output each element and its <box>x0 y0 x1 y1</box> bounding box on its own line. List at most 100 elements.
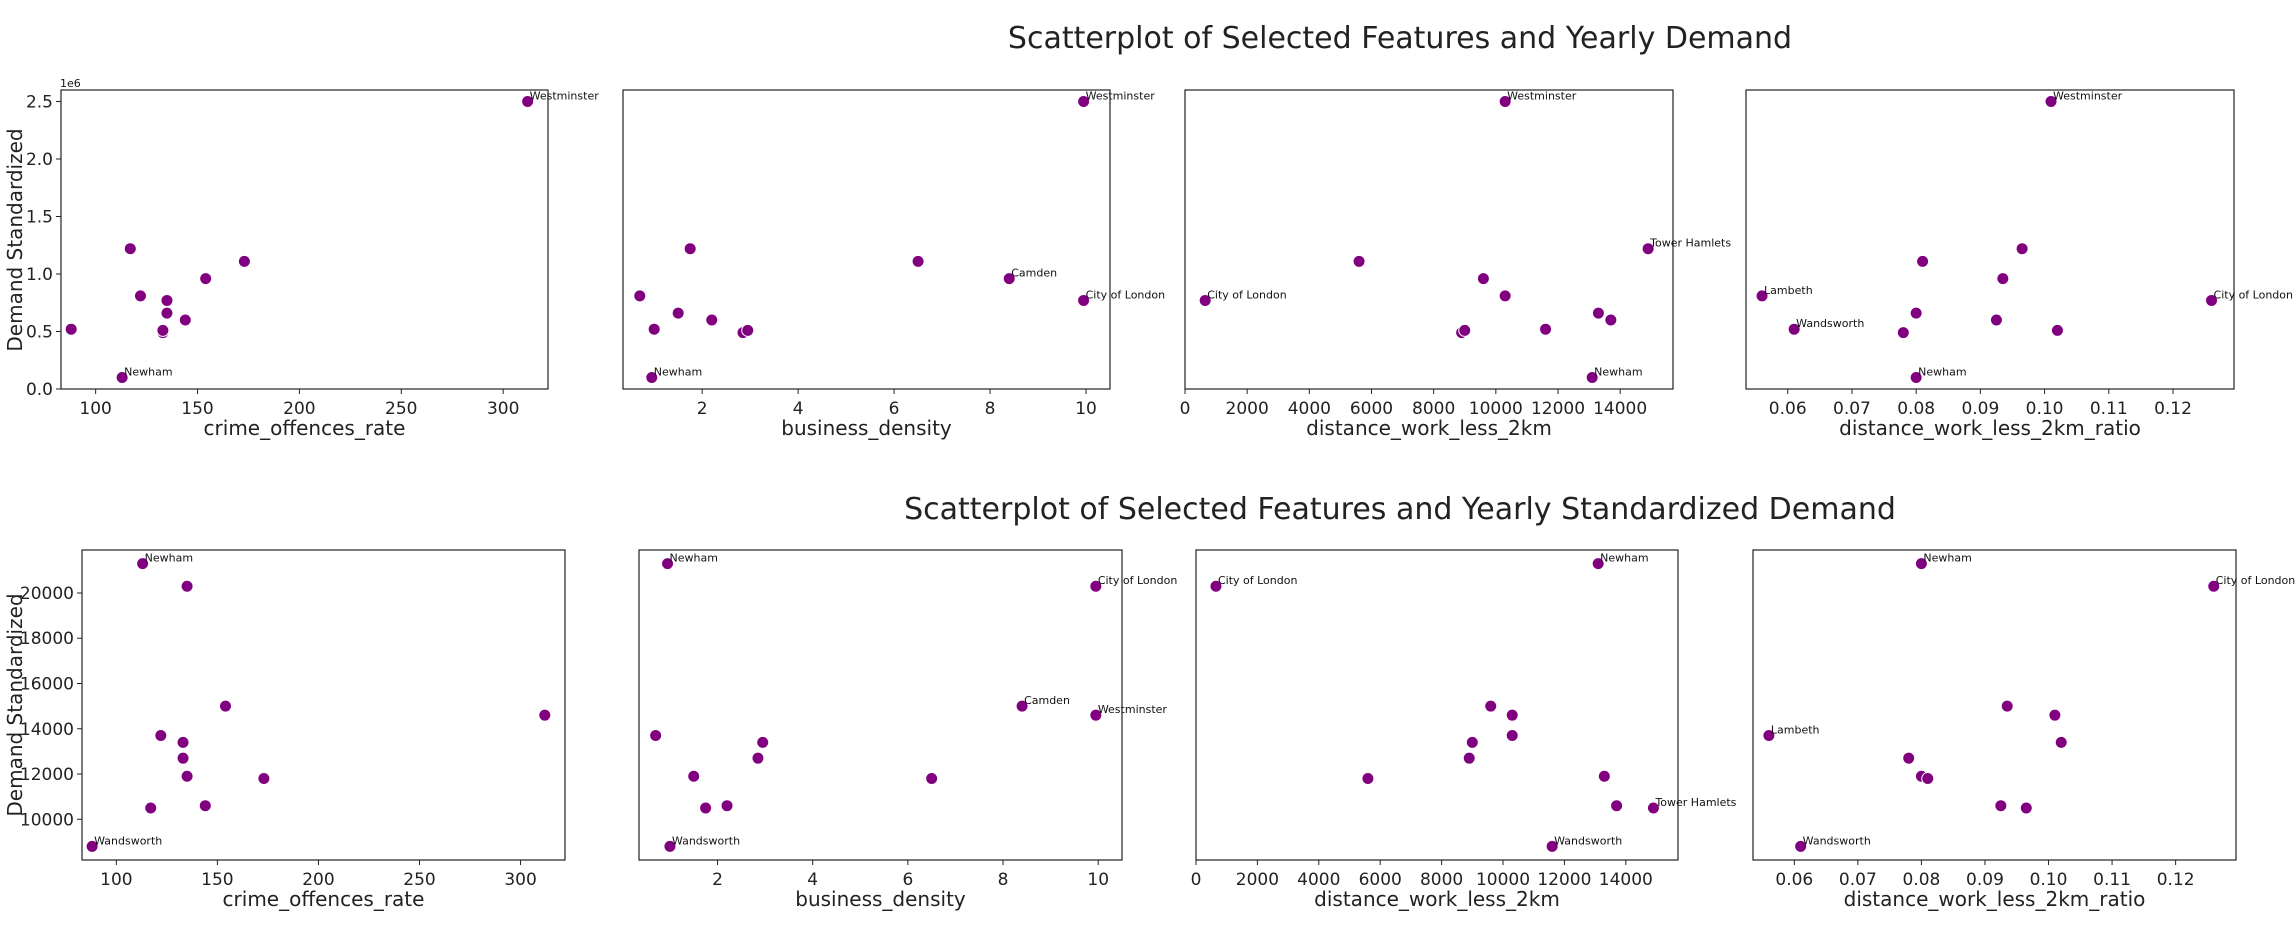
point-annotation: Westminster <box>1507 90 1577 103</box>
axes-frame <box>1195 549 1679 861</box>
data-point <box>538 708 552 722</box>
y-tick-label: 0.5 <box>26 323 53 343</box>
data-point <box>2048 708 2062 722</box>
point-annotation: Wandsworth <box>672 834 740 847</box>
x-tick-label: 6 <box>889 399 900 419</box>
x-tick-label: 0.12 <box>2157 870 2195 890</box>
data-point <box>2019 801 2033 815</box>
data-point <box>218 699 232 713</box>
x-axis-label: distance_work_less_2km <box>1306 416 1552 440</box>
data-point <box>2000 699 2014 713</box>
point-annotation: City of London <box>2216 574 2295 587</box>
data-point <box>1787 322 1801 336</box>
axes-frame <box>1745 89 2235 390</box>
data-point <box>1989 313 2003 327</box>
y-tick-label: 18000 <box>20 629 74 649</box>
data-point <box>1914 557 1928 571</box>
x-tick-label: 2000 <box>1236 870 1279 890</box>
data-point <box>741 323 755 337</box>
panel-0-1: 2 4 6 8 10 business_density Newham Westminster C… <box>622 89 1166 440</box>
x-tick-label: 4000 <box>1297 870 1340 890</box>
x-tick-label: 8000 <box>1412 399 1455 419</box>
point-annotation: Newham <box>1923 552 1971 565</box>
axes-frame <box>638 549 1123 861</box>
x-tick-label: 8000 <box>1420 870 1463 890</box>
data-point <box>1921 772 1935 786</box>
data-point <box>1597 769 1611 783</box>
data-point <box>1505 729 1519 743</box>
x-axis-label: crime_offences_rate <box>204 416 406 440</box>
data-point <box>180 769 194 783</box>
x-tick-label: 10000 <box>1476 870 1530 890</box>
x-tick-label: 0.07 <box>1839 870 1877 890</box>
point-annotation: Newham <box>670 552 718 565</box>
x-tick-label: 0.08 <box>1897 399 1935 419</box>
x-tick-label: 0.11 <box>2090 399 2128 419</box>
axes-frame <box>622 89 1111 390</box>
point-annotation: Newham <box>124 366 172 379</box>
axes-frame <box>81 549 566 861</box>
y-tick-label: 1.0 <box>26 265 53 285</box>
x-tick-label: 10000 <box>1469 399 1523 419</box>
data-point <box>115 371 129 384</box>
point-annotation: Newham <box>654 366 702 379</box>
point-annotation: Westminster <box>2053 90 2123 103</box>
axes-frame <box>1184 89 1674 390</box>
data-point <box>2015 242 2029 256</box>
panel-1-2: 0 2000 4000 6000 8000 10000 12000 14000 distance… <box>1191 549 1737 911</box>
data-point <box>1089 708 1103 722</box>
x-tick-label: 0.11 <box>2093 870 2131 890</box>
axes-frame <box>60 89 549 390</box>
point-annotation: City of London <box>2214 288 2294 301</box>
data-point <box>683 242 697 256</box>
top-y-offset-text: 1e6 <box>60 77 81 90</box>
x-tick-label: 250 <box>403 870 435 890</box>
data-point <box>647 322 661 336</box>
data-point <box>1077 95 1091 108</box>
y-tick-label: 1.5 <box>26 208 53 228</box>
data-point <box>1476 272 1490 286</box>
data-point <box>123 242 137 256</box>
data-point <box>1794 839 1808 853</box>
data-point <box>1089 579 1103 593</box>
data-point <box>1896 326 1910 340</box>
y-tick-label: 14000 <box>20 720 74 740</box>
y-tick-label: 20000 <box>20 584 74 604</box>
x-axis-label: distance_work_less_2km <box>1314 887 1560 911</box>
x-tick-label: 100 <box>79 399 111 419</box>
data-point <box>180 579 194 593</box>
point-annotation: Wandsworth <box>94 834 162 847</box>
data-point <box>1762 729 1776 743</box>
data-point <box>198 799 212 813</box>
x-tick-label: 150 <box>181 399 213 419</box>
x-tick-label: 6000 <box>1359 870 1402 890</box>
y-tick-label: 2.5 <box>26 93 53 113</box>
data-point <box>178 313 192 327</box>
point-annotation: Camden <box>1011 267 1057 280</box>
panel-0-2: 0 2000 4000 6000 8000 10000 12000 14000 distance… <box>1180 89 1731 440</box>
x-tick-label: 300 <box>487 399 519 419</box>
x-tick-label: 4 <box>793 399 804 419</box>
data-point <box>160 293 174 307</box>
x-axis-label: distance_work_less_2km_ratio <box>1844 887 2146 911</box>
data-point <box>1462 751 1476 765</box>
data-point <box>1198 293 1212 307</box>
data-point <box>671 306 685 320</box>
x-tick-label: 8 <box>985 399 996 419</box>
point-annotation: City of London <box>1218 574 1298 587</box>
data-point <box>1505 708 1519 722</box>
x-tick-label: 4 <box>807 870 818 890</box>
data-point <box>1015 699 1029 713</box>
point-annotation: Newham <box>145 552 193 565</box>
x-tick-label: 6000 <box>1350 399 1393 419</box>
data-point <box>751 751 765 765</box>
data-point <box>1909 371 1923 384</box>
data-point <box>2205 293 2219 307</box>
x-axis-label: business_density <box>781 416 952 440</box>
data-point <box>160 306 174 320</box>
point-annotation: City of London <box>1086 288 1166 301</box>
data-point <box>2044 95 2058 108</box>
panel-1-3: 0.06 0.07 0.08 0.09 0.10 0.11 0.12 distance_wor… <box>1752 549 2295 911</box>
y-tick-label: 0.0 <box>26 380 53 400</box>
point-annotation: Westminster <box>1098 703 1168 716</box>
